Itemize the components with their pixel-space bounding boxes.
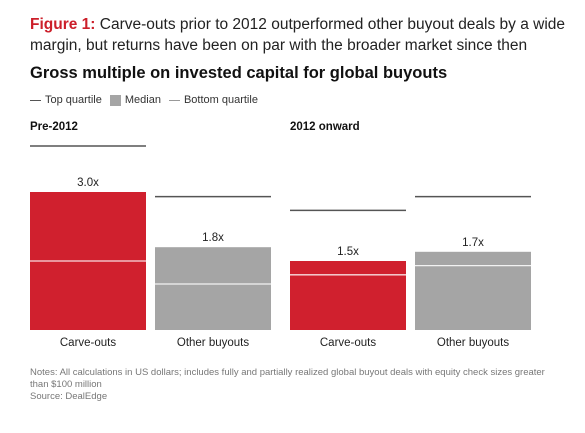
category-label-2012-onward-carve-outs: Carve-outs xyxy=(320,337,376,349)
top-quartile-line-swatch xyxy=(30,99,41,101)
legend-label-median: Median xyxy=(124,94,161,106)
figure-label: Figure 1: xyxy=(30,16,96,33)
median-box-swatch xyxy=(109,94,121,106)
value-label-pre-2012-other-buyouts: 1.8x xyxy=(202,232,224,244)
notes-text: Notes: All calculations in US dollars; i… xyxy=(30,367,545,390)
legend-label-bottom-quartile: Bottom quartile xyxy=(183,94,258,106)
category-label-pre-2012-carve-outs: Carve-outs xyxy=(60,337,116,349)
legend: Top quartile Median Bottom quartile xyxy=(30,94,266,106)
legend-item-median: Median xyxy=(109,94,161,106)
value-label-pre-2012-carve-outs: 3.0x xyxy=(77,177,99,189)
figure-title-text: Carve-outs prior to 2012 outperformed ot… xyxy=(30,16,566,54)
value-label-2012-onward-carve-outs: 1.5x xyxy=(337,246,359,258)
chart-notes: Notes: All calculations in US dollars; i… xyxy=(30,367,550,403)
category-label-2012-onward-other-buyouts: Other buyouts xyxy=(437,337,509,349)
median-bar-pre-2012-other-buyouts xyxy=(155,247,271,330)
legend-label-top-quartile: Top quartile xyxy=(45,94,102,106)
category-label-pre-2012-other-buyouts: Other buyouts xyxy=(177,337,249,349)
median-bar-2012-onward-carve-outs xyxy=(290,261,406,330)
median-bar-2012-onward-other-buyouts xyxy=(415,251,531,330)
figure-title: Figure 1: Carve-outs prior to 2012 outpe… xyxy=(30,14,570,56)
bottom-quartile-line-swatch xyxy=(168,99,180,101)
legend-item-top-quartile: Top quartile xyxy=(30,94,102,106)
source-text: Source: DealEdge xyxy=(30,391,108,402)
panel-label-pre-2012: Pre-2012 xyxy=(30,121,78,133)
legend-item-bottom-quartile: Bottom quartile xyxy=(168,94,258,106)
value-label-2012-onward-other-buyouts: 1.7x xyxy=(462,237,484,249)
chart-title: Gross multiple on invested capital for g… xyxy=(30,64,448,82)
panel-label-2012-onward: 2012 onward xyxy=(290,121,360,133)
